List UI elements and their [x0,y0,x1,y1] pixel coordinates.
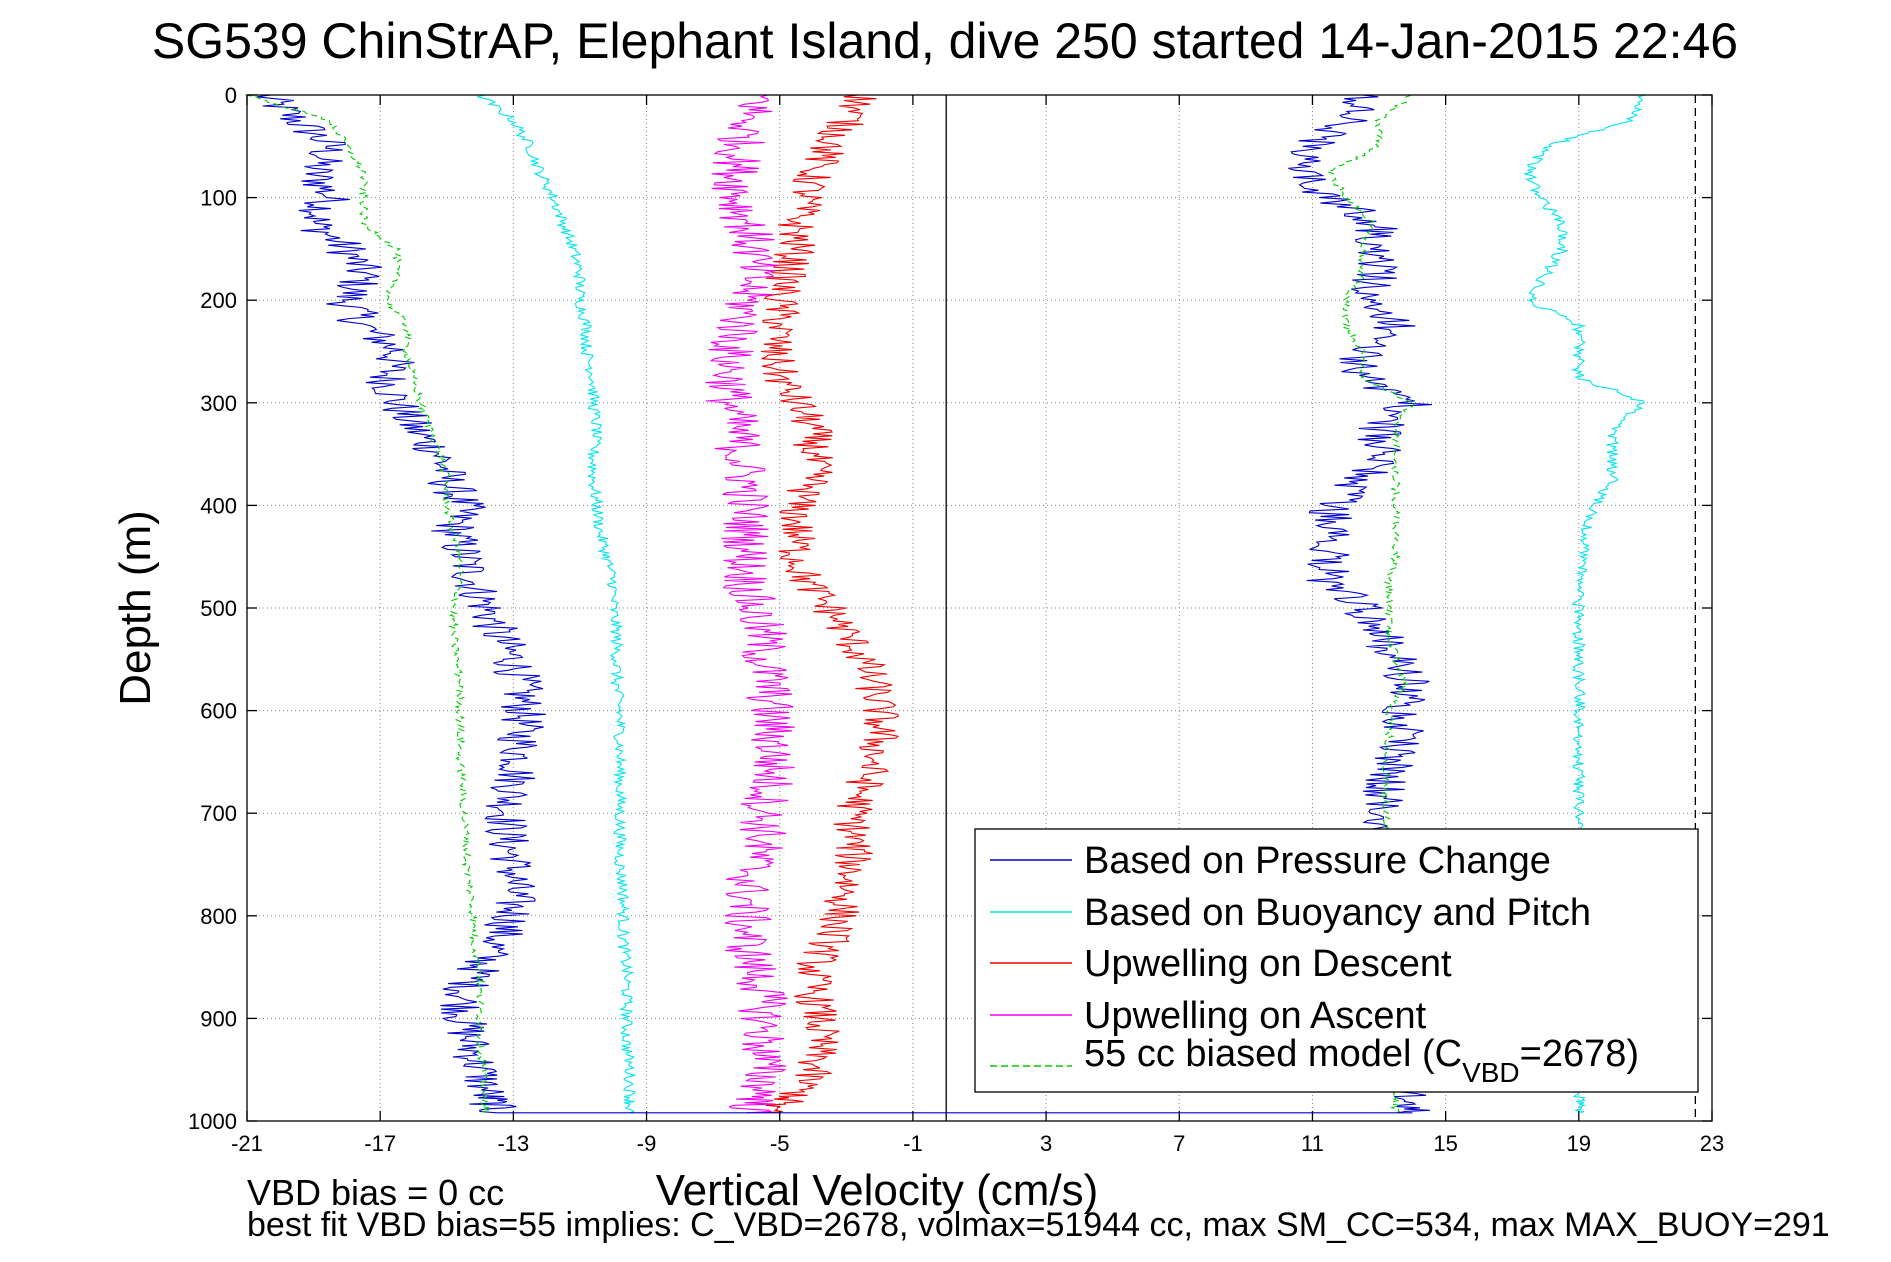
series-ascent-profile [705,94,795,1114]
y-tick-label: 500 [200,596,237,621]
x-tick-label: 15 [1433,1131,1457,1156]
y-tick-label: 800 [200,904,237,929]
x-tick-label: 23 [1700,1131,1724,1156]
x-tick-label: -17 [364,1131,396,1156]
x-axis-label: Vertical Velocity (cm/s) [656,1166,1099,1215]
figure-title: SG539 ChinStrAP, Elephant Island, dive 2… [152,13,1738,69]
reference-lines [945,95,1697,1121]
y-axis-label: Depth (m) [111,510,160,706]
y-tick-label: 0 [225,83,237,108]
series-buoyancy-descent [477,94,636,1114]
x-tick-label: 11 [1301,1131,1324,1156]
x-tick-label: -9 [637,1131,657,1156]
series-pressure-descent [256,94,546,1114]
y-tick-label: 100 [200,186,237,211]
legend-box [974,828,1699,1093]
legend-label-pressure: Based on Pressure Change [1084,840,1551,882]
y-tick-label: 200 [200,288,237,313]
legend-label-model: 55 cc biased model (CVBD=2678) [1084,1033,1639,1088]
y-tick-label: 400 [200,493,237,518]
x-tick-label: -5 [770,1131,790,1156]
y-tick-label: 300 [200,391,237,416]
y-tick-label: 700 [200,801,237,826]
series-model-descent [245,94,490,1114]
series-descent-profile [760,94,900,1114]
y-tick-label: 1000 [188,1109,237,1134]
legend-label-descent: Upwelling on Descent [1084,943,1452,985]
x-tick-label: 19 [1567,1131,1591,1156]
y-tick-label: 600 [200,699,237,724]
legend-label-buoyancy: Based on Buoyancy and Pitch [1084,892,1591,934]
x-tick-label: -13 [497,1131,529,1156]
legend-label-ascent: Upwelling on Ascent [1084,995,1427,1037]
x-tick-label: -21 [231,1131,263,1156]
axis-ticks: -21 -17 -13 -9 -5 -1 3 7 11 15 19 23010020030040050… [188,83,1724,1156]
vbd-bias-note: VBD bias = 0 cc [247,1172,504,1213]
y-tick-label: 900 [200,1006,237,1031]
legend-label-model-post: =2678) [1520,1033,1639,1075]
x-tick-label: 3 [1040,1131,1052,1156]
x-tick-label: -1 [903,1131,923,1156]
best-fit-note: best fit VBD bias=55 implies: C_VBD=2678… [247,1206,1830,1244]
legend-label-model-pre: 55 cc biased model (C [1084,1033,1462,1075]
legend: Based on Pressure Change Based on Buoyan… [974,828,1699,1093]
legend-label-model-sub: VBD [1462,1057,1520,1088]
x-tick-label: 7 [1173,1131,1185,1156]
